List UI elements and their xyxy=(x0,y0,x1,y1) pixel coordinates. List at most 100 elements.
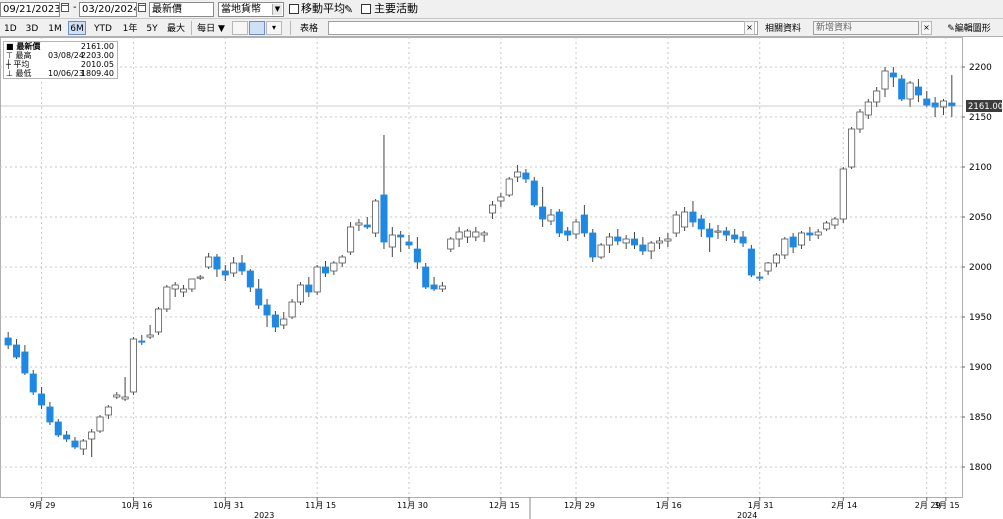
moving-avg-checkbox[interactable] xyxy=(289,4,299,14)
candle-up xyxy=(497,196,505,202)
legend-value: 2161.00 xyxy=(80,42,114,51)
close-icon[interactable]: × xyxy=(744,21,755,35)
candle-down xyxy=(380,194,388,243)
candle-down xyxy=(898,78,906,100)
period-6m[interactable]: 6M xyxy=(68,21,86,35)
candle-down xyxy=(706,228,714,238)
calendar-icon[interactable] xyxy=(138,3,146,12)
candle-down xyxy=(806,232,814,236)
line-chart-icon[interactable] xyxy=(232,21,248,35)
candle-up xyxy=(823,222,831,230)
candle-down xyxy=(397,234,405,238)
candle-up xyxy=(113,394,121,398)
candle-down xyxy=(305,284,313,293)
candle-up xyxy=(347,226,355,253)
candle-up xyxy=(296,284,304,303)
frequency-select[interactable]: 每日 ▼ xyxy=(197,24,225,34)
candle-down xyxy=(363,224,371,228)
candle-down xyxy=(4,337,12,346)
candle-down xyxy=(889,72,897,78)
candle-up xyxy=(79,440,87,450)
candle-down xyxy=(12,344,21,358)
x-tick-label: 2月 29 xyxy=(915,501,941,510)
year-label: 2023 xyxy=(254,511,274,519)
period-max[interactable]: 最大 xyxy=(166,24,185,34)
start-date-input[interactable]: 09/21/2023 xyxy=(0,2,60,17)
period-1d[interactable]: 1D xyxy=(4,24,17,34)
candle-down xyxy=(539,206,547,220)
candle-down xyxy=(246,270,254,288)
candle-up xyxy=(681,211,689,228)
candle-down xyxy=(405,241,413,246)
price-chart[interactable]: 1800 1850 1900 1950 2000 2050 2100 2150 2200 9月 2… xyxy=(0,37,1003,519)
candle-down xyxy=(46,406,54,423)
x-tick-label: 1月 16 xyxy=(656,501,682,510)
candle-up xyxy=(121,396,129,400)
candle-up xyxy=(388,234,396,248)
y-tick-label: 2050 xyxy=(969,213,992,223)
period-1y[interactable]: 1年 xyxy=(122,24,138,34)
period-3d[interactable]: 3D xyxy=(25,24,39,34)
candle-down xyxy=(430,284,438,290)
candle-up xyxy=(831,218,839,226)
currency-value: 當地貨幣 xyxy=(221,4,261,15)
candle-down xyxy=(255,288,263,306)
candle-up xyxy=(664,238,672,242)
edit-chart-button[interactable]: ✎編輯圖形 xyxy=(947,24,991,34)
candle-down xyxy=(722,230,730,236)
period-5y[interactable]: 5Y xyxy=(146,24,158,34)
x-tick-label: 2月 14 xyxy=(831,501,857,510)
candle-up xyxy=(856,111,864,130)
close-icon[interactable]: × xyxy=(921,21,932,35)
candle-down xyxy=(263,304,271,316)
currency-select[interactable]: 當地貨幣 ▼ xyxy=(218,2,284,17)
candle-down xyxy=(63,434,71,440)
toolbar-top: 09/21/2023 - 03/20/2024 最新價 當地貨幣 ▼ 移動平均 ✎… xyxy=(0,0,1003,19)
end-date-input[interactable]: 03/20/2024 xyxy=(79,2,137,17)
price-field-select[interactable]: 最新價 xyxy=(149,2,214,17)
table-button[interactable]: 表格 xyxy=(299,24,318,34)
candle-up xyxy=(764,262,772,272)
chart-title-field[interactable] xyxy=(328,21,758,35)
candle-up xyxy=(906,82,914,100)
candle-up xyxy=(873,90,881,103)
candle-down xyxy=(914,86,922,96)
candle-up xyxy=(672,214,680,234)
candle-up xyxy=(797,232,806,246)
legend-value: 2010.05 xyxy=(80,60,114,69)
candlestick-icon[interactable] xyxy=(249,21,265,35)
candle-down xyxy=(564,230,572,236)
period-1m[interactable]: 1M xyxy=(48,24,62,34)
candle-up xyxy=(171,284,179,290)
last-price-tag xyxy=(966,100,1002,112)
candle-down xyxy=(530,180,538,206)
candle-up xyxy=(313,266,321,293)
candle-up xyxy=(881,70,889,90)
candle-up xyxy=(163,286,171,310)
candle-down xyxy=(747,248,755,276)
pencil-icon[interactable]: ✎ xyxy=(344,3,354,16)
candle-up xyxy=(622,238,630,244)
y-tick-label: 2100 xyxy=(969,163,992,173)
y-tick-label: 1900 xyxy=(969,363,992,373)
key-events-label: 主要活動 xyxy=(374,2,418,15)
chart-legend: ■ 最新價 2161.00 ⊤ 最高 03/08/24 2203.00 ┼ 平均… xyxy=(3,41,118,79)
candle-up xyxy=(547,214,555,222)
candle-down xyxy=(213,256,221,270)
candle-up xyxy=(188,278,196,290)
key-events-checkbox[interactable] xyxy=(361,4,371,14)
new-data-field[interactable]: 新增資料 xyxy=(813,21,919,35)
related-data-button[interactable]: 相關資料 xyxy=(764,24,801,34)
candle-down xyxy=(731,234,739,240)
candle-up xyxy=(180,288,188,293)
candle-down xyxy=(422,266,430,288)
legend-row-avg: ┼ 平均 2010.05 xyxy=(4,60,117,69)
candle-up xyxy=(864,101,872,116)
candle-down xyxy=(221,270,229,276)
period-ytd[interactable]: YTD xyxy=(94,24,112,34)
candle-up xyxy=(714,230,722,233)
chart-type-dropdown-icon[interactable]: ▾ xyxy=(266,21,282,35)
candlestick-chart: 1800 1850 1900 1950 2000 2050 2100 2150 2200 9月 2… xyxy=(0,37,1003,519)
calendar-icon[interactable] xyxy=(61,3,69,12)
candle-up xyxy=(447,238,455,250)
